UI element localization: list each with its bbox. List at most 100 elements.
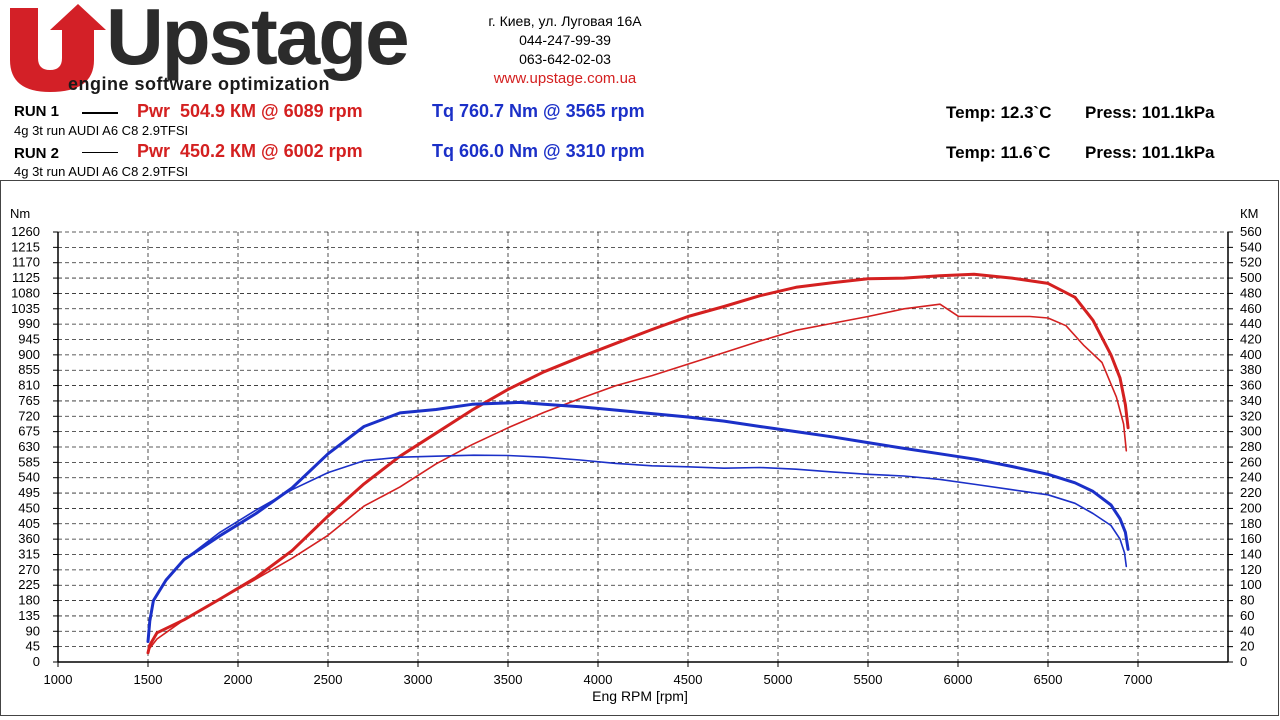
axes: 0459013518022527031536040545049554058563… xyxy=(11,224,1262,687)
y-tick-label-left: 765 xyxy=(18,393,40,408)
run-1-temp: Temp: 12.3`C xyxy=(946,103,1052,122)
y-tick-label-right: 220 xyxy=(1240,485,1262,500)
y-tick-label-left: 585 xyxy=(18,454,40,469)
y-tick-label-right: 160 xyxy=(1240,531,1262,546)
y-tick-label-right: 500 xyxy=(1240,270,1262,285)
y-tick-label-left: 360 xyxy=(18,531,40,546)
y-tick-label-right: 540 xyxy=(1240,239,1262,254)
y-tick-label-right: 40 xyxy=(1240,623,1254,638)
y-tick-label-left: 945 xyxy=(18,332,40,347)
grid xyxy=(57,231,1228,663)
contact-block: г. Киев, ул. Луговая 16А 044-247-99-39 0… xyxy=(440,12,690,88)
y-axis-label-left: Nm xyxy=(10,206,30,221)
run-1-power-curve xyxy=(146,272,1130,655)
run-2-torque: Tq 606.0 Nm @ 3310 rpm xyxy=(432,141,645,161)
y-tick-label-left: 315 xyxy=(18,547,40,562)
y-tick-label-right: 80 xyxy=(1240,593,1254,608)
run-2-label: RUN 2 xyxy=(14,145,60,162)
logo-tagline: engine software optimization xyxy=(68,74,331,94)
y-tick-label-right: 560 xyxy=(1240,224,1262,239)
x-tick-label: 2000 xyxy=(224,672,253,687)
y-tick-label-left: 270 xyxy=(18,562,40,577)
dyno-chart: 0459013518022527031536040545049554058563… xyxy=(10,206,1262,704)
run-2-name: 4g 3t run AUDI A6 C8 2.9TFSI xyxy=(14,164,189,179)
run-1-name: 4g 3t run AUDI A6 C8 2.9TFSI xyxy=(14,123,189,138)
y-tick-label-left: 540 xyxy=(18,470,40,485)
x-tick-label: 3000 xyxy=(404,672,433,687)
y-tick-label-left: 1080 xyxy=(11,285,40,300)
y-tick-label-left: 1260 xyxy=(11,224,40,239)
y-tick-label-left: 990 xyxy=(18,316,40,331)
y-tick-label-left: 1170 xyxy=(12,255,40,270)
logo-wordmark: Upstage xyxy=(106,0,408,81)
y-tick-label-left: 720 xyxy=(18,408,40,423)
x-tick-label: 7000 xyxy=(1124,672,1153,687)
y-tick-label-left: 675 xyxy=(18,424,40,439)
run-1-label: RUN 1 xyxy=(14,103,60,120)
y-tick-label-right: 260 xyxy=(1240,454,1262,469)
run-2-press: Press: 101.1kPa xyxy=(1085,143,1215,162)
y-tick-label-left: 495 xyxy=(18,485,40,500)
address: г. Киев, ул. Луговая 16А xyxy=(488,13,642,29)
x-axis-label: Eng RPM [rpm] xyxy=(592,688,688,704)
y-tick-label-right: 60 xyxy=(1240,608,1254,623)
y-tick-label-left: 1035 xyxy=(11,301,40,316)
y-tick-label-left: 855 xyxy=(18,362,40,377)
y-tick-label-right: 0 xyxy=(1240,654,1247,669)
y-tick-label-right: 380 xyxy=(1240,362,1262,377)
run-2-power: Pwr 450.2 КМ @ 6002 rpm xyxy=(137,141,363,161)
y-tick-label-right: 480 xyxy=(1240,285,1262,300)
website-link[interactable]: www.upstage.com.ua xyxy=(493,70,637,87)
run-1-power: Pwr 504.9 КМ @ 6089 rpm xyxy=(137,101,363,121)
run-1-torque-curve xyxy=(146,400,1130,643)
x-tick-label: 4500 xyxy=(674,672,703,687)
x-tick-label: 6000 xyxy=(944,672,973,687)
run-1-legend-line xyxy=(82,112,118,114)
y-tick-label-left: 225 xyxy=(18,577,40,592)
y-tick-label-right: 440 xyxy=(1240,316,1262,331)
logo-u-mark xyxy=(10,4,106,92)
run-1-press: Press: 101.1kPa xyxy=(1085,103,1215,122)
x-tick-label: 4000 xyxy=(584,672,613,687)
phone-2: 063-642-02-03 xyxy=(519,51,611,67)
y-tick-label-right: 340 xyxy=(1240,393,1262,408)
x-tick-label: 6500 xyxy=(1034,672,1063,687)
y-tick-label-left: 1215 xyxy=(11,239,40,254)
y-tick-label-left: 135 xyxy=(18,608,40,623)
y-tick-label-left: 630 xyxy=(18,439,40,454)
y-tick-label-right: 240 xyxy=(1240,470,1262,485)
y-tick-label-left: 810 xyxy=(18,378,40,393)
y-tick-label-right: 100 xyxy=(1240,577,1262,592)
y-tick-label-right: 360 xyxy=(1240,378,1262,393)
y-tick-label-right: 120 xyxy=(1240,562,1262,577)
run-2-temp: Temp: 11.6`C xyxy=(946,143,1051,162)
run-2-torque-curve xyxy=(147,454,1128,643)
y-tick-label-left: 0 xyxy=(33,654,40,669)
y-tick-label-right: 280 xyxy=(1240,439,1262,454)
run-1-torque: Tq 760.7 Nm @ 3565 rpm xyxy=(432,101,645,121)
x-tick-label: 5500 xyxy=(854,672,883,687)
x-tick-label: 1500 xyxy=(134,672,163,687)
y-tick-label-right: 20 xyxy=(1240,639,1254,654)
y-tick-label-right: 460 xyxy=(1240,301,1262,316)
y-tick-label-right: 300 xyxy=(1240,424,1262,439)
y-tick-label-right: 520 xyxy=(1240,255,1262,270)
y-tick-label-left: 1125 xyxy=(12,270,40,285)
y-tick-label-right: 400 xyxy=(1240,347,1262,362)
run-2-power-curve xyxy=(147,303,1128,652)
y-tick-label-right: 140 xyxy=(1240,547,1262,562)
series-lines xyxy=(146,272,1130,655)
y-tick-label-right: 180 xyxy=(1240,516,1262,531)
y-tick-label-left: 900 xyxy=(18,347,40,362)
chart-frame xyxy=(0,180,1279,716)
y-tick-label-left: 90 xyxy=(26,623,40,638)
x-tick-label: 5000 xyxy=(764,672,793,687)
y-tick-label-right: 420 xyxy=(1240,332,1262,347)
x-tick-label: 2500 xyxy=(314,672,343,687)
y-tick-label-left: 45 xyxy=(26,639,40,654)
upstage-logo: Upstage xyxy=(10,0,410,92)
x-tick-label: 3500 xyxy=(494,672,523,687)
y-axis-label-right: КМ xyxy=(1240,206,1258,221)
y-tick-label-right: 320 xyxy=(1240,408,1262,423)
x-tick-label: 1000 xyxy=(44,672,73,687)
